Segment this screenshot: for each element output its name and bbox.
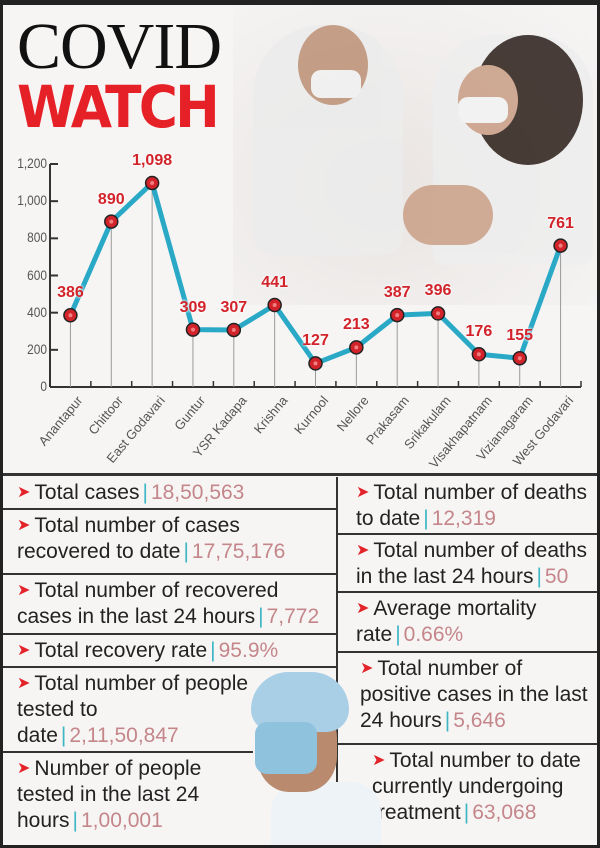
data-value-label: 386 [57,284,84,302]
stats-right-column: ➤ Total number of deaths to date | 12,319 ➤ T… [336,477,597,845]
arrow-icon: ➤ [17,517,31,534]
stat-item: ➤ Total recovery rate | 95.9% [3,635,336,668]
arrow-icon: ➤ [356,484,370,501]
stat-item: ➤ Total number of positive cases in the l… [338,653,597,745]
arrow-icon: ➤ [360,660,374,677]
stat-item: ➤ Total number of recovered cases in the … [3,575,336,635]
y-tick-label: 400 [27,303,47,320]
stat-label: Number of people tested in the last 24 h… [17,757,202,832]
arrow-icon: ➤ [372,752,386,769]
data-value-label: 155 [506,327,534,345]
stat-item: ➤ Average mortality rate | 0.66% [338,593,597,653]
divider [3,473,597,476]
line-chart: 0 200 400 600 800 1,000 1,200 Anantapur Chittoor… [3,151,597,471]
separator: | [444,709,451,732]
title-watch: WATCH [17,73,220,141]
stat-value: 18,50,563 [150,481,245,504]
stat-value: 2,11,50,847 [69,724,179,747]
data-value-label: 761 [547,214,574,232]
separator: | [210,639,216,662]
separator: | [142,481,148,504]
stats-panel: ➤ Total cases | 18,50,563 ➤ Total number of c… [3,477,597,845]
stat-label: Total number of deaths in the last 24 ho… [356,539,588,588]
data-value-label: 396 [424,282,452,300]
chart-plot [49,163,582,388]
stat-value: 50 [544,565,569,588]
arrow-icon: ➤ [17,760,31,777]
separator: | [72,809,78,832]
separator: | [183,540,189,563]
y-tick-label: 1,200 [17,155,47,171]
arrow-icon: ➤ [17,484,31,501]
arrow-icon: ➤ [356,542,370,559]
y-tick-label: 800 [27,229,47,246]
separator: | [463,801,470,824]
data-value-label: 307 [220,298,248,316]
nurse-photo [251,672,381,845]
y-tick-label: 1,000 [17,192,47,209]
stat-item: ➤ Total number of deaths in the last 24 h… [338,535,597,593]
arrow-icon: ➤ [17,675,31,692]
arrow-icon: ➤ [17,642,31,659]
stat-label: Total recovery rate [34,639,208,662]
stat-item: ➤ Total cases | 18,50,563 [3,477,336,510]
stat-item: ➤ Total number to date currently undergoi… [338,745,597,845]
stat-label: Total cases [34,481,140,504]
stat-value: 7,772 [266,605,320,628]
data-value-label: 890 [97,190,125,208]
stat-value: 95.9% [218,639,279,662]
stat-label: Total number to date currently undergoin… [372,749,581,824]
separator: | [536,565,542,588]
separator: | [258,605,264,628]
stat-value: 0.66% [403,623,464,646]
separator: | [60,724,67,747]
doctor-figure [253,25,403,255]
title-covid: COVID [17,10,222,83]
stats-left-column: ➤ Total cases | 18,50,563 ➤ Total number of c… [3,477,336,845]
stat-label: Total number of recovered cases in the l… [17,579,279,628]
data-value-label: 309 [179,298,207,316]
stat-item: ➤ Total number of cases recovered to date… [3,510,336,575]
stat-label: Total number of deaths to date [356,481,588,530]
arrow-icon: ➤ [356,600,370,617]
data-value-label: 127 [302,332,329,350]
data-value-label: 441 [261,274,288,292]
y-tick-label: 600 [27,266,47,283]
stat-value: 12,319 [431,507,496,530]
patient-arm [403,185,493,245]
stat-value: 17,75,176 [191,540,286,563]
stat-value: 5,646 [453,709,506,732]
stat-label: Total number of cases recovered to date [17,514,240,563]
separator: | [423,507,429,530]
arrow-icon: ➤ [17,582,31,599]
stat-label: Average mortality rate [356,597,537,646]
separator: | [395,623,401,646]
stat-value: 63,068 [472,801,537,824]
stat-item: ➤ Number of people tested in the last 24 … [3,753,253,845]
data-value-label: 213 [342,316,370,334]
y-tick-label: 200 [27,340,47,357]
stat-value: 1,00,001 [81,809,163,832]
data-value-label: 176 [465,323,493,341]
stat-label: Total number of people tested to date [17,672,249,747]
y-tick-label: 0 [40,378,47,394]
data-value-label: 387 [383,284,411,302]
stat-item: ➤ Total number of people tested to date | 2… [3,668,253,753]
stat-item: ➤ Total number of deaths to date | 12,319 [338,477,597,535]
data-value-label: 1,098 [132,151,173,169]
stat-label: Total number of positive cases in the la… [360,657,588,732]
